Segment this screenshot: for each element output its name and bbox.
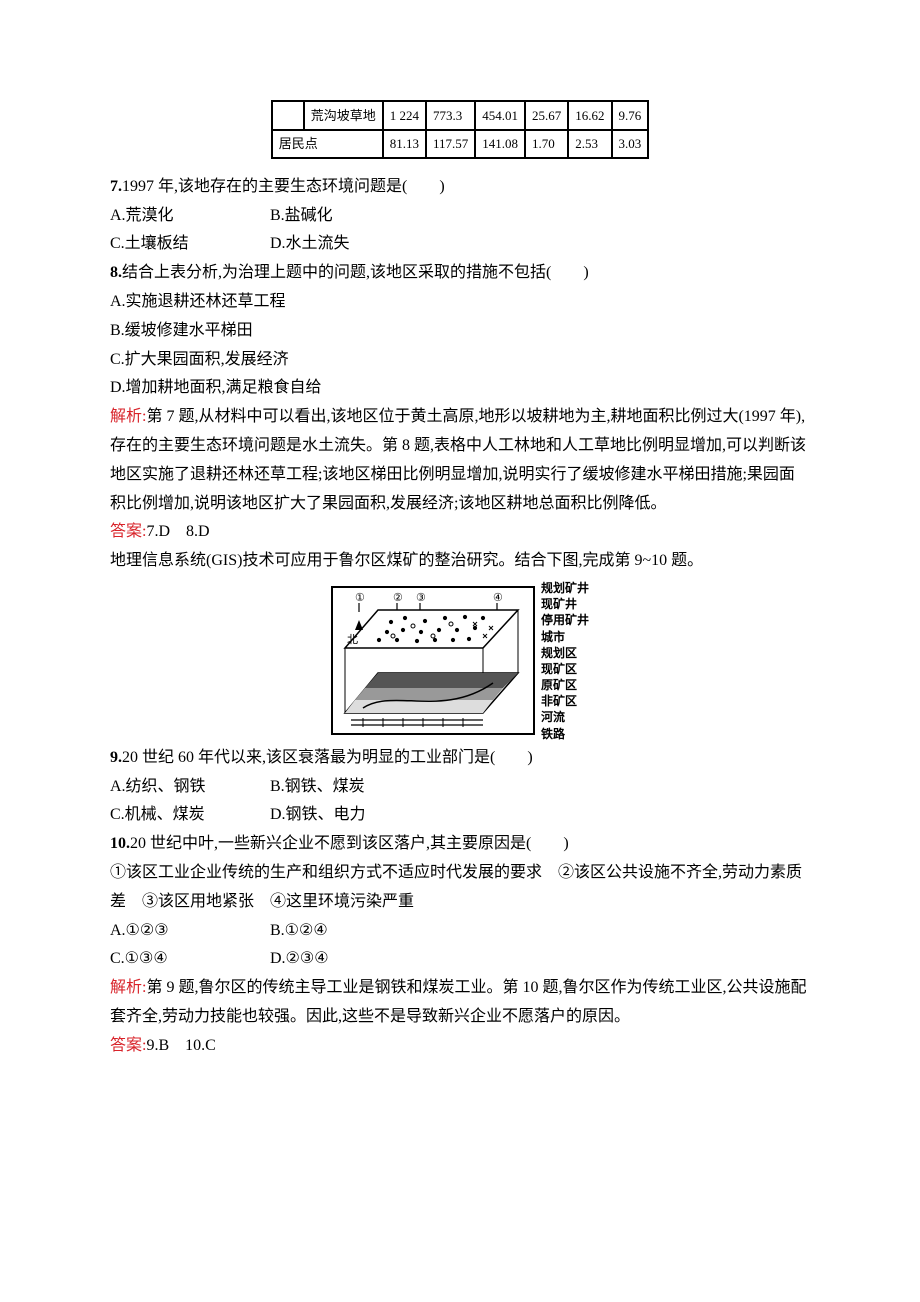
- option-b: B.盐碱化: [270, 202, 333, 231]
- diagram-image: ① ② ③ ④ 北: [331, 586, 535, 735]
- table-cell: 荒沟坡草地: [304, 101, 383, 130]
- option-d: D.②③④: [270, 945, 329, 974]
- legend-item: 停用矿井: [541, 612, 589, 628]
- option-line: C.土壤板结D.水土流失: [110, 230, 810, 259]
- option-d: D.增加耕地面积,满足粮食自给: [110, 374, 810, 403]
- question-stem: 1997 年,该地存在的主要生态环境问题是( ): [122, 178, 445, 195]
- table-cell: 117.57: [426, 130, 475, 157]
- question-number: 10.: [110, 835, 130, 852]
- question-number: 8.: [110, 264, 122, 281]
- legend-item: 城市: [541, 629, 589, 645]
- table-row: 荒沟坡草地 1 224 773.3 454.01 25.67 16.62 9.7…: [272, 101, 649, 130]
- option-c: C.扩大果园面积,发展经济: [110, 346, 810, 375]
- question-8: 8.结合上表分析,为治理上题中的问题,该地区采取的措施不包括( ): [110, 259, 810, 288]
- table-cell: 16.62: [568, 101, 611, 130]
- legend-item: 河流: [541, 709, 589, 725]
- legend-item: 规划区: [541, 645, 589, 661]
- option-c: C.土壤板结: [110, 230, 270, 259]
- option-line: A.纺织、钢铁B.钢铁、煤炭: [110, 773, 810, 802]
- answer-text: 7.D 8.D: [146, 523, 209, 540]
- analysis-910: 解析:第 9 题,鲁尔区的传统主导工业是钢铁和煤炭工业。第 10 题,鲁尔区作为…: [110, 974, 810, 1032]
- col-num-2: ②: [393, 592, 403, 604]
- question-9: 9.20 世纪 60 年代以来,该区衰落最为明显的工业部门是( ): [110, 744, 810, 773]
- table-cell: 1.70: [525, 130, 568, 157]
- answer-78: 答案:7.D 8.D: [110, 518, 810, 547]
- question-7: 7.1997 年,该地存在的主要生态环境问题是( ): [110, 173, 810, 202]
- analysis-label: 解析:: [110, 979, 146, 996]
- question-stem: 20 世纪 60 年代以来,该区衰落最为明显的工业部门是( ): [122, 749, 533, 766]
- option-line: A.①②③B.①②④: [110, 917, 810, 946]
- col-num-4: ④: [493, 592, 503, 604]
- table-cell: 141.08: [475, 130, 525, 157]
- question-10: 10.20 世纪中叶,一些新兴企业不愿到该区落户,其主要原因是( ): [110, 830, 810, 859]
- table-cell: 居民点: [272, 130, 383, 157]
- option-a: A.纺织、钢铁: [110, 773, 270, 802]
- option-b: B.缓坡修建水平梯田: [110, 317, 810, 346]
- analysis-78: 解析:第 7 题,从材料中可以看出,该地区位于黄土高原,地形以坡耕地为主,耕地面…: [110, 403, 810, 518]
- table-cell: 2.53: [568, 130, 611, 157]
- question-10-items: ①该区工业企业传统的生产和组织方式不适应时代发展的要求 ②该区公共设施不齐全,劳…: [110, 859, 810, 917]
- option-line: C.①③④D.②③④: [110, 945, 810, 974]
- legend-item: 现矿井: [541, 596, 589, 612]
- table-cell: 81.13: [383, 130, 426, 157]
- gis-diagram: ① ② ③ ④ 北: [110, 580, 810, 742]
- page-root: 荒沟坡草地 1 224 773.3 454.01 25.67 16.62 9.7…: [0, 0, 920, 1121]
- answer-label: 答案:: [110, 523, 146, 540]
- option-b: B.钢铁、煤炭: [270, 773, 365, 802]
- question-number: 9.: [110, 749, 122, 766]
- option-a: A.荒漠化: [110, 202, 270, 231]
- analysis-text: 第 7 题,从材料中可以看出,该地区位于黄土高原,地形以坡耕地为主,耕地面积比例…: [110, 408, 806, 511]
- analysis-text: 第 9 题,鲁尔区的传统主导工业是钢铁和煤炭工业。第 10 题,鲁尔区作为传统工…: [110, 979, 806, 1025]
- table-cell: 9.76: [612, 101, 649, 130]
- table-cell: 454.01: [475, 101, 525, 130]
- option-c: C.①③④: [110, 945, 270, 974]
- option-line: C.机械、煤炭D.钢铁、电力: [110, 801, 810, 830]
- answer-910: 答案:9.B 10.C: [110, 1032, 810, 1061]
- table-row: 居民点 81.13 117.57 141.08 1.70 2.53 3.03: [272, 130, 649, 157]
- question-number: 7.: [110, 178, 122, 195]
- option-a: A.①②③: [110, 917, 270, 946]
- col-num-3: ③: [416, 592, 426, 604]
- legend-item: 原矿区: [541, 677, 589, 693]
- question-stem: 结合上表分析,为治理上题中的问题,该地区采取的措施不包括( ): [122, 264, 589, 281]
- answer-label: 答案:: [110, 1037, 146, 1054]
- table-cell: 773.3: [426, 101, 475, 130]
- question-stem: 20 世纪中叶,一些新兴企业不愿到该区落户,其主要原因是( ): [130, 835, 569, 852]
- diagram-legend: 规划矿井 现矿井 停用矿井 城市 规划区 现矿区 原矿区 非矿区 河流 铁路: [541, 580, 589, 742]
- option-a: A.实施退耕还林还草工程: [110, 288, 810, 317]
- north-label: 北: [347, 633, 358, 646]
- table-cell: [272, 101, 304, 130]
- table-cell: 25.67: [525, 101, 568, 130]
- table-cell: 1 224: [383, 101, 426, 130]
- option-b: B.①②④: [270, 917, 328, 946]
- option-c: C.机械、煤炭: [110, 801, 270, 830]
- col-num-1: ①: [355, 592, 365, 604]
- analysis-label: 解析:: [110, 408, 146, 425]
- table-cell: 3.03: [612, 130, 649, 157]
- data-table: 荒沟坡草地 1 224 773.3 454.01 25.67 16.62 9.7…: [271, 100, 650, 159]
- option-d: D.水土流失: [270, 230, 350, 259]
- legend-item: 现矿区: [541, 661, 589, 677]
- lead-9-10: 地理信息系统(GIS)技术可应用于鲁尔区煤矿的整治研究。结合下图,完成第 9~1…: [110, 547, 810, 576]
- answer-text: 9.B 10.C: [146, 1037, 215, 1054]
- option-d: D.钢铁、电力: [270, 801, 366, 830]
- option-line: A.荒漠化B.盐碱化: [110, 202, 810, 231]
- legend-item: 非矿区: [541, 693, 589, 709]
- legend-item: 规划矿井: [541, 580, 589, 596]
- legend-item: 铁路: [541, 726, 589, 742]
